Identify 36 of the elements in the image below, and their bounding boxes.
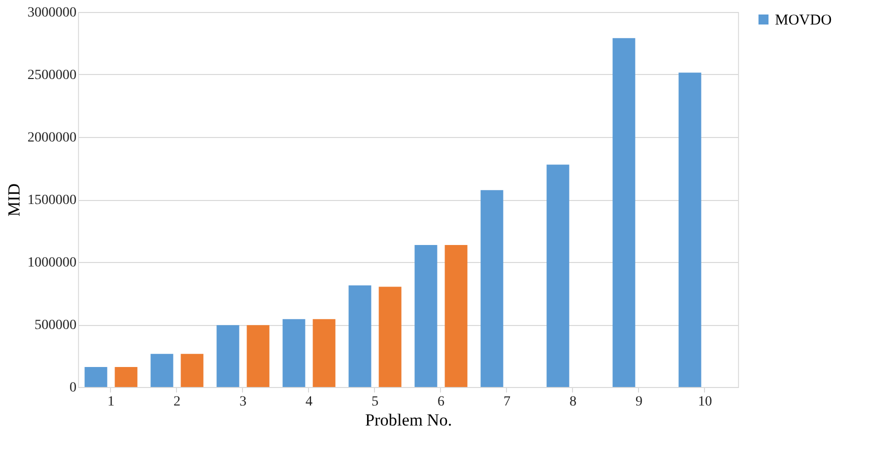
y-tick-label: 1000000 bbox=[28, 256, 76, 270]
bar bbox=[114, 367, 138, 387]
legend-label: MOVDO bbox=[775, 12, 832, 28]
x-tick-label: 3 bbox=[240, 394, 246, 410]
x-tick-label: 8 bbox=[570, 394, 576, 410]
x-tick-label: 9 bbox=[636, 394, 642, 410]
x-axis-title: Problem No. bbox=[365, 410, 452, 430]
x-tick-label: 10 bbox=[698, 394, 712, 410]
bar bbox=[678, 72, 702, 387]
x-tick-label: 1 bbox=[108, 394, 114, 410]
bar bbox=[150, 354, 174, 387]
bar bbox=[246, 325, 270, 387]
y-tick-label: 0 bbox=[70, 380, 76, 396]
bar bbox=[612, 38, 636, 387]
x-tick-label: 7 bbox=[504, 394, 510, 410]
bar bbox=[444, 245, 468, 387]
y-tick-label: 500000 bbox=[34, 318, 76, 333]
y-axis-title: MID bbox=[4, 183, 24, 217]
x-tick-label: 5 bbox=[372, 394, 378, 410]
bar bbox=[546, 164, 570, 387]
bar bbox=[84, 367, 108, 387]
bar bbox=[216, 325, 240, 387]
x-tick-label: 2 bbox=[174, 394, 180, 410]
y-tick-label: 2000000 bbox=[28, 130, 76, 146]
y-tick-label: 1500000 bbox=[28, 193, 76, 208]
bar bbox=[378, 286, 402, 387]
bar bbox=[180, 354, 204, 387]
x-tick-label: 6 bbox=[438, 394, 444, 410]
bar bbox=[414, 245, 438, 387]
y-tick-label: 2500000 bbox=[28, 68, 76, 83]
bar bbox=[348, 285, 372, 387]
bar bbox=[282, 319, 306, 387]
y-tick-label: 3000000 bbox=[28, 6, 76, 20]
bar bbox=[480, 190, 504, 387]
bar bbox=[312, 319, 336, 387]
x-tick-label: 4 bbox=[306, 394, 312, 410]
